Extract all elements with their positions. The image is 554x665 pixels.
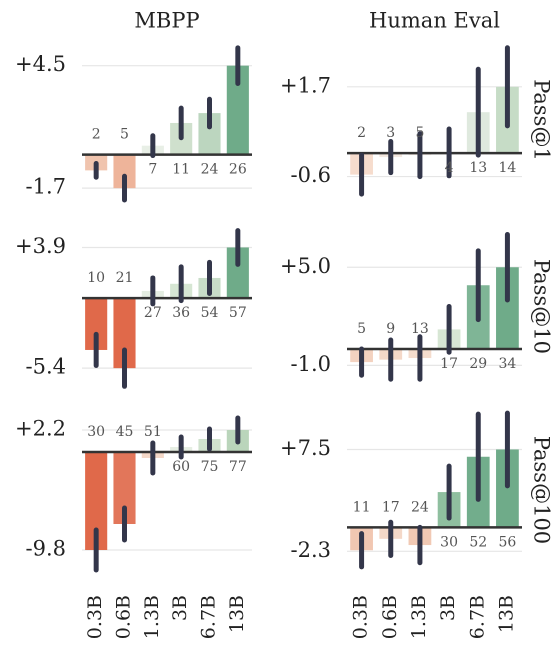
count-label: 54	[201, 305, 219, 321]
count-label: 7	[148, 162, 157, 178]
count-label: 14	[499, 160, 517, 176]
count-label: 3	[386, 125, 395, 141]
count-label: 4	[445, 160, 454, 176]
x-tick-label: 1.3B	[141, 595, 163, 639]
count-label: 51	[144, 424, 162, 440]
y-tick-label: +1.7	[280, 73, 331, 97]
bar	[198, 113, 221, 155]
count-label: 17	[440, 356, 458, 372]
count-label: 36	[172, 305, 190, 321]
bar	[113, 298, 136, 369]
column-title: Human Eval	[369, 9, 500, 33]
bar	[496, 449, 519, 528]
x-tick-label: 0.6B	[113, 595, 135, 639]
y-tick-label: +3.9	[15, 234, 66, 258]
bar	[226, 247, 249, 299]
count-label: 2	[92, 127, 101, 143]
count-label: 11	[353, 499, 371, 515]
count-label: 5	[357, 321, 366, 337]
bar	[85, 298, 108, 350]
y-tick-label: -0.6	[291, 163, 332, 187]
x-tick-label: 0.3B	[350, 595, 372, 639]
bar	[113, 452, 136, 524]
count-label: 11	[172, 162, 190, 178]
y-tick-label: -5.4	[26, 355, 67, 379]
y-tick-label: -1.7	[26, 175, 67, 199]
count-label: 77	[229, 459, 247, 475]
row-label: Pass@1	[530, 79, 554, 161]
x-tick-label: 0.6B	[379, 595, 401, 639]
x-tick-label: 6.7B	[466, 595, 488, 639]
count-label: 24	[411, 499, 429, 515]
y-tick-label: +7.5	[280, 436, 331, 460]
count-label: 21	[116, 270, 134, 286]
bar	[226, 65, 249, 155]
count-label: 52	[469, 534, 487, 550]
count-label: 5	[415, 125, 424, 141]
count-label: 17	[382, 499, 400, 515]
bar	[496, 267, 519, 350]
x-tick-label: 6.7B	[198, 595, 220, 639]
row-label: Pass@100	[530, 436, 554, 544]
count-label: 13	[411, 321, 429, 337]
count-label: 9	[386, 321, 395, 337]
y-tick-label: +4.5	[15, 52, 66, 76]
y-tick-label: -2.3	[291, 538, 332, 562]
count-label: 29	[469, 356, 487, 372]
bar	[113, 154, 136, 189]
count-label: 27	[144, 305, 162, 321]
x-tick-label: 3B	[437, 595, 459, 621]
x-tick-label: 13B	[495, 595, 517, 633]
column-title: MBPP	[134, 9, 199, 33]
bar	[85, 452, 108, 550]
x-tick-label: 0.3B	[84, 595, 106, 639]
count-label: 2	[357, 125, 366, 141]
count-label: 5	[120, 127, 129, 143]
count-label: 56	[499, 534, 517, 550]
count-label: 26	[229, 162, 247, 178]
count-label: 75	[201, 459, 219, 475]
count-label: 57	[229, 305, 247, 321]
x-tick-label: 1.3B	[408, 595, 430, 639]
count-label: 30	[440, 534, 458, 550]
count-label: 60	[172, 459, 190, 475]
row-label: Pass@10	[530, 259, 554, 354]
count-label: 24	[201, 162, 219, 178]
count-label: 30	[87, 424, 105, 440]
y-tick-label: -1.0	[291, 352, 332, 376]
count-label: 10	[87, 270, 105, 286]
y-tick-label: -9.8	[26, 537, 67, 561]
y-tick-label: +2.2	[15, 417, 66, 441]
y-tick-label: +5.0	[280, 254, 331, 278]
x-tick-label: 3B	[169, 595, 191, 621]
x-tick-label: 13B	[226, 595, 248, 633]
count-label: 45	[116, 424, 134, 440]
count-label: 34	[499, 356, 517, 372]
count-label: 13	[469, 160, 487, 176]
